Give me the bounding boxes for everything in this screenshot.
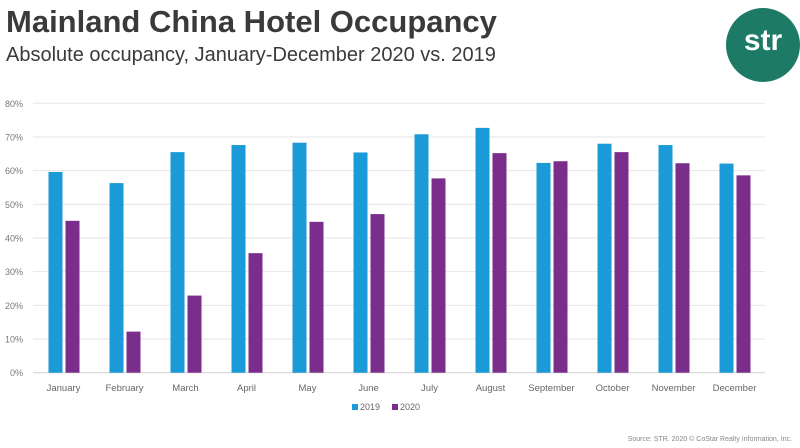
bar-2019-august: [475, 127, 490, 373]
y-tick-label: 80%: [5, 99, 23, 109]
x-tick-label: October: [596, 383, 630, 394]
bar-2020-august: [492, 153, 507, 373]
x-tick-label: January: [47, 383, 81, 394]
y-tick-label: 70%: [5, 132, 23, 142]
bar-2019-january: [48, 171, 63, 373]
bar-2020-april: [248, 253, 263, 373]
bar-2020-july: [431, 178, 446, 373]
bar-2019-november: [658, 145, 673, 373]
bar-2019-february: [109, 183, 124, 373]
bar-2020-february: [126, 331, 141, 373]
y-tick-label: 30%: [5, 267, 23, 277]
x-tick-label: April: [237, 383, 256, 394]
bar-2020-september: [553, 161, 568, 373]
y-tick-label: 50%: [5, 200, 23, 210]
legend-label: 2020: [400, 402, 420, 412]
y-tick-label: 0%: [10, 368, 23, 378]
y-tick-label: 60%: [5, 166, 23, 176]
y-tick-label: 40%: [5, 234, 23, 244]
bar-2020-november: [675, 163, 690, 373]
logo-text: str: [743, 24, 783, 57]
x-tick-label: May: [299, 383, 317, 394]
str-logo: str: [726, 8, 800, 82]
bar-2019-june: [353, 152, 368, 373]
bar-2019-may: [292, 142, 307, 373]
bar-2019-october: [597, 143, 612, 373]
bar-2020-may: [309, 221, 324, 373]
bar-2019-september: [536, 162, 551, 373]
legend-swatch-2020: [392, 404, 398, 410]
x-tick-label: February: [105, 383, 143, 394]
bar-2020-march: [187, 295, 202, 373]
y-tick-label: 20%: [5, 301, 23, 311]
x-tick-label: September: [528, 383, 574, 394]
legend-swatch-2019: [352, 404, 358, 410]
x-tick-label: March: [172, 383, 198, 394]
bar-2020-december: [736, 175, 751, 373]
bar-2020-october: [614, 152, 629, 373]
legend-label: 2019: [360, 402, 380, 412]
y-tick-label: 10%: [5, 335, 23, 345]
x-tick-label: August: [476, 383, 506, 394]
source-note: Source: STR. 2020 © CoStar Realty Inform…: [627, 436, 792, 443]
chart-title: Mainland China Hotel Occupancy: [6, 4, 497, 39]
x-tick-label: July: [421, 383, 438, 394]
bar-2020-january: [65, 220, 80, 373]
bar-2019-april: [231, 145, 246, 373]
x-tick-label: November: [652, 383, 696, 394]
bar-2020-june: [370, 214, 385, 373]
x-tick-label: June: [358, 383, 379, 394]
bar-2019-march: [170, 152, 185, 373]
x-tick-label: December: [713, 383, 757, 394]
bar-2019-july: [414, 134, 429, 373]
bar-2019-december: [719, 163, 734, 373]
chart-subtitle: Absolute occupancy, January-December 202…: [6, 44, 496, 66]
